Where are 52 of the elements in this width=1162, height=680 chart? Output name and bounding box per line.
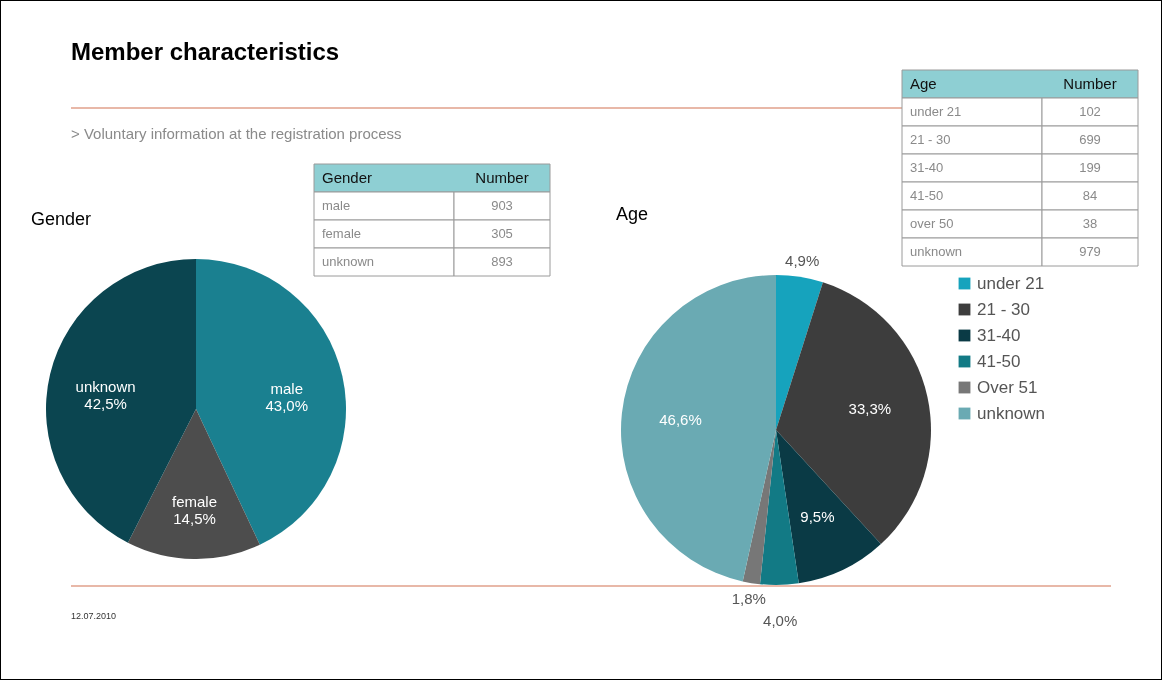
data-label: 4,9% xyxy=(785,252,820,270)
data-label: 305 xyxy=(491,226,513,241)
legend-label: unknown xyxy=(977,403,1046,423)
chart-title: Gender xyxy=(31,209,92,229)
legend-label: under 21 xyxy=(977,273,1045,293)
text: Gender xyxy=(322,169,373,186)
category-label: 21 - 30 xyxy=(910,132,951,147)
text: Age xyxy=(910,75,937,92)
pie-slice xyxy=(759,430,799,585)
data-label: 46,6% xyxy=(659,410,702,428)
legend-label: 41-50 xyxy=(977,351,1021,371)
data-label: 33,3% xyxy=(848,400,892,418)
legend-label: 31-40 xyxy=(977,325,1021,345)
pie-slice xyxy=(621,275,776,582)
data-label: 43,0% xyxy=(265,396,309,414)
text: Number xyxy=(1063,75,1117,92)
pie-slice xyxy=(742,430,776,585)
data-label: 4,0% xyxy=(763,611,798,629)
category-label: 31-40 xyxy=(910,160,944,175)
data-label: 42,5% xyxy=(84,395,127,413)
pie-slice xyxy=(776,430,881,584)
data-label: 84 xyxy=(1082,188,1098,203)
category-label: male xyxy=(322,198,351,213)
data-label: 1,8% xyxy=(731,589,766,607)
category-label: unknown xyxy=(910,244,963,259)
data-label: 38 xyxy=(1082,216,1098,231)
slice-label: male xyxy=(270,379,304,397)
data-label: 979 xyxy=(1079,244,1101,259)
category-label: over 50 xyxy=(910,216,954,231)
slice-label: unknown xyxy=(75,378,136,396)
category-label: 41-50 xyxy=(910,188,944,203)
data-label: 903 xyxy=(491,198,513,213)
pie-slice xyxy=(776,275,823,430)
category-label: under 21 xyxy=(910,104,962,119)
category-label: unknown xyxy=(322,254,375,269)
data-label: 9,5% xyxy=(800,507,835,525)
chart-title: Age xyxy=(616,204,649,225)
category-label: female xyxy=(322,226,362,241)
slice-label: female xyxy=(172,492,218,510)
text: 12.07.2010 xyxy=(71,611,117,621)
data-label: 199 xyxy=(1079,160,1101,175)
legend-label: Over 51 xyxy=(977,377,1038,397)
data-label: 699 xyxy=(1079,132,1101,147)
text: > Voluntary information at the registration process xyxy=(71,125,402,142)
data-label: 893 xyxy=(491,254,513,269)
data-label: 14,5% xyxy=(173,509,216,527)
text: Member characteristics xyxy=(71,38,340,65)
text: Number xyxy=(475,169,529,186)
data-label: 102 xyxy=(1079,104,1101,119)
pie-slice xyxy=(127,409,260,559)
legend-label: 21 - 30 xyxy=(977,299,1030,319)
pie-slice xyxy=(776,282,931,545)
